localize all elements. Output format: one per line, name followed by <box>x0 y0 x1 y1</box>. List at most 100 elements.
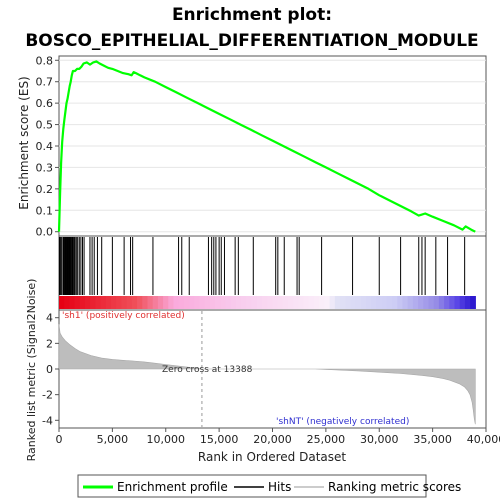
x-tick-label: 15,000 <box>200 433 239 446</box>
heat-bar-segment <box>90 296 97 309</box>
legend-label-enrichment-profile: Enrichment profile <box>117 480 228 494</box>
heat-bar-segment <box>386 296 393 309</box>
heat-bar-segment <box>459 296 466 309</box>
heat-bar-segment <box>293 296 299 309</box>
heat-bar-segment <box>59 296 65 309</box>
heat-bar-segment <box>116 296 123 309</box>
heat-bar-segment <box>235 296 242 309</box>
x-tick-label: 10,000 <box>147 433 186 446</box>
positive-correlation-label: 'sh1' (positively correlated) <box>62 311 185 321</box>
heat-bar-segment <box>178 296 185 309</box>
heat-bar-segment <box>282 296 289 309</box>
heat-bar-segment <box>438 296 445 309</box>
heat-bar-segment <box>287 296 294 309</box>
metric-y-ticks: -4 -2 0 2 4 <box>42 312 59 427</box>
es-tick-label: 0.8 <box>36 54 54 67</box>
heat-bar-segment <box>194 296 201 309</box>
heat-bar-segment <box>449 296 456 309</box>
heat-bar-segment <box>74 296 81 309</box>
legend: Enrichment profile Hits Ranking metric s… <box>77 474 461 498</box>
heat-bar-segment <box>340 296 346 309</box>
es-tick-label: 0.1 <box>36 204 54 217</box>
heat-bar-segment <box>433 296 440 309</box>
heat-bar-segment <box>79 296 86 309</box>
heat-bar-segment <box>371 296 378 309</box>
heat-bar-segment <box>360 296 367 309</box>
heat-bar-segment <box>350 296 357 309</box>
heat-bar-segment <box>407 296 414 309</box>
heat-bar-segment <box>199 296 206 309</box>
heat-bar-segment <box>397 296 404 309</box>
x-axis-ticks: 0 5,000 10,000 15,000 20,000 25,000 30,000 35,0… <box>56 428 500 446</box>
x-tick-label: 25,000 <box>307 433 346 446</box>
heat-bar-segment <box>64 296 71 309</box>
heat-bar-segment <box>345 296 352 309</box>
heat-bar-segment <box>313 296 320 309</box>
heat-bar-segment <box>376 296 383 309</box>
metric-tick-label: -2 <box>42 389 53 402</box>
heat-bar-segment <box>308 296 315 309</box>
x-tick-label: 0 <box>56 433 63 446</box>
heat-bar-segment <box>298 296 305 309</box>
heat-bar-segment <box>85 296 91 309</box>
heat-bar-segment <box>163 296 169 309</box>
heat-bar-segment <box>324 296 331 309</box>
heat-bar-segment <box>454 296 461 309</box>
metric-tick-label: 4 <box>46 312 53 325</box>
heat-bar-segment <box>100 296 107 309</box>
zero-cross-label: Zero cross at 13388 <box>162 365 253 375</box>
heat-bar-segment <box>183 296 190 309</box>
es-curve-group <box>57 60 476 233</box>
heat-bar-segment <box>256 296 263 309</box>
heat-bar-segment <box>241 296 247 309</box>
heat-bar-segment <box>464 296 471 309</box>
negative-correlation-label: 'shNT' (negatively correlated) <box>276 417 409 427</box>
es-tick-label: 0.3 <box>36 161 54 174</box>
x-tick-label: 40,000 <box>467 433 500 446</box>
metric-tick-label: 2 <box>46 337 53 350</box>
heat-bar-segment <box>189 296 195 309</box>
heat-bar-segment <box>267 296 273 309</box>
hit-markers <box>59 237 466 295</box>
x-tick-label: 30,000 <box>360 433 399 446</box>
heat-bar-segment <box>334 296 341 309</box>
heat-bar-segment <box>366 296 372 309</box>
es-tick-label: 0.4 <box>36 140 54 153</box>
heat-bar-segment <box>412 296 419 309</box>
x-axis-label: Rank in Ordered Dataset <box>198 450 346 464</box>
heat-bar-segment <box>204 296 211 309</box>
heat-bar-segment <box>126 296 133 309</box>
es-y-axis-label: Enrichment score (ES) <box>17 76 31 209</box>
es-tick-label: 0.0 <box>36 226 54 239</box>
heat-bar-segment <box>142 296 149 309</box>
es-gridlines <box>59 59 486 233</box>
es-y-ticks: 0.0 0.1 0.2 0.3 0.4 0.5 0.6 0.7 0.8 <box>36 54 59 239</box>
heat-bar-segment <box>215 296 221 309</box>
heat-bar-segment <box>131 296 138 309</box>
metric-area-group <box>58 324 476 425</box>
heat-bar-segment <box>470 296 476 309</box>
heat-bar-segment <box>402 296 409 309</box>
es-tick-label: 0.5 <box>36 119 54 132</box>
heat-bar-segment <box>111 296 117 309</box>
heat-bar-segment <box>95 296 102 309</box>
heat-bar-segment <box>246 296 253 309</box>
es-tick-label: 0.2 <box>36 183 54 196</box>
heat-bar-segment <box>428 296 435 309</box>
metric-y-axis-label: Ranked list metric (Signal2Noise) <box>25 279 38 462</box>
chart-title-line2: BOSCO_EPITHELIAL_DIFFERENTIATION_MODULE <box>25 31 478 51</box>
metric-tick-label: -4 <box>42 414 53 427</box>
rank-heat-bar <box>59 296 476 309</box>
es-tick-label: 0.6 <box>36 97 54 110</box>
legend-label-hits: Hits <box>268 480 291 494</box>
heat-bar-segment <box>220 296 227 309</box>
x-tick-label: 5,000 <box>97 433 129 446</box>
heat-bar-segment <box>209 296 216 309</box>
heat-bar-segment <box>277 296 284 309</box>
ranking-metric-area <box>58 324 476 425</box>
heat-bar-segment <box>319 296 326 309</box>
heat-bar-segment <box>230 296 237 309</box>
heat-bar-segment <box>105 296 112 309</box>
heat-bar-segment <box>329 296 336 309</box>
es-tick-label: 0.7 <box>36 76 54 89</box>
